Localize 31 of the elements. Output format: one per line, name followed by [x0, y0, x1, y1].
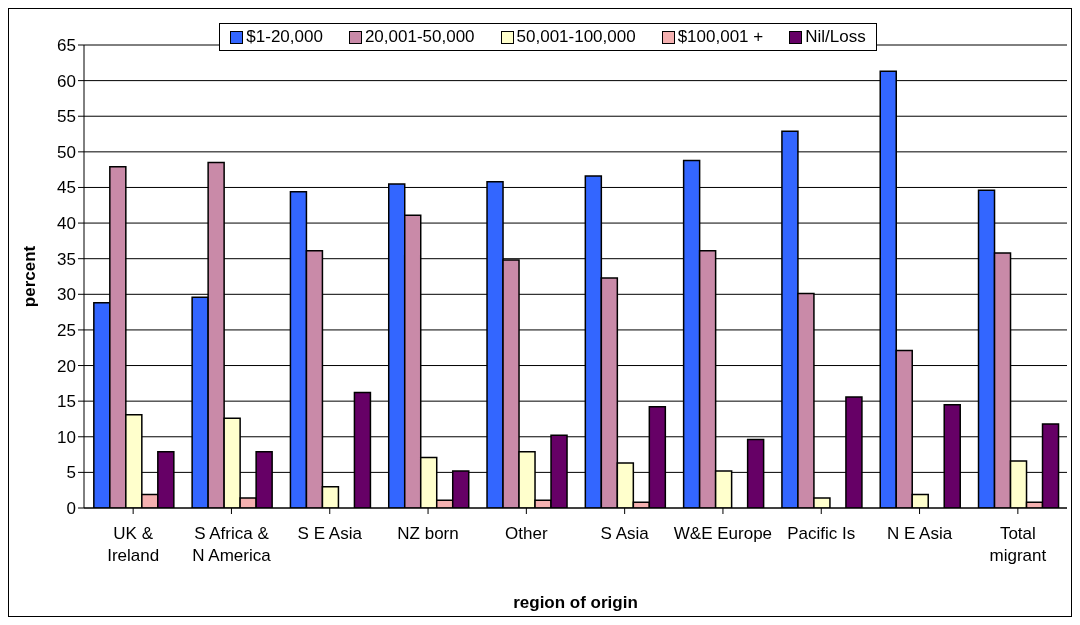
y-tick-label: 15: [57, 392, 76, 412]
y-tick-label: 5: [66, 463, 76, 483]
y-tick-label: 55: [57, 107, 76, 127]
legend-label: Nil/Loss: [804, 27, 866, 47]
legend-label: 50,001-100,000: [515, 27, 636, 47]
x-tick-label: Pacific Is: [787, 524, 856, 544]
x-axis-title: region of origin: [513, 593, 638, 612]
legend-label: $100,001 +: [676, 27, 764, 47]
x-tick-label: NZ born: [397, 524, 459, 544]
x-tick-label: UK & Ireland: [107, 524, 160, 565]
y-tick-label: 65: [57, 36, 76, 56]
y-tick-label: 30: [57, 285, 76, 305]
y-tick-label: 60: [57, 71, 76, 91]
x-tick-label: S Asia: [600, 524, 650, 544]
y-axis-title: percent: [20, 245, 40, 308]
y-tick-label: 10: [57, 427, 76, 447]
y-tick-label: 20: [57, 356, 76, 376]
x-tick-label: W&E Europe: [673, 524, 773, 544]
x-tick-label: N E Asia: [886, 524, 953, 544]
x-tick-label: Total migrant: [989, 524, 1047, 565]
y-tick-label: 50: [57, 142, 76, 162]
x-tick-label: S E Asia: [297, 524, 363, 544]
x-tick-label: Other: [505, 524, 548, 544]
y-tick-label: 35: [57, 249, 76, 269]
y-tick-label: 25: [57, 320, 76, 340]
y-tick-label: 45: [57, 178, 76, 198]
legend-label: $1-20,000: [245, 27, 323, 47]
y-tick-label: 40: [57, 214, 76, 234]
x-tick-label: S Africa & N America: [192, 524, 272, 565]
y-tick-label: 0: [66, 499, 76, 519]
legend-label: 20,001-50,000: [363, 27, 475, 47]
